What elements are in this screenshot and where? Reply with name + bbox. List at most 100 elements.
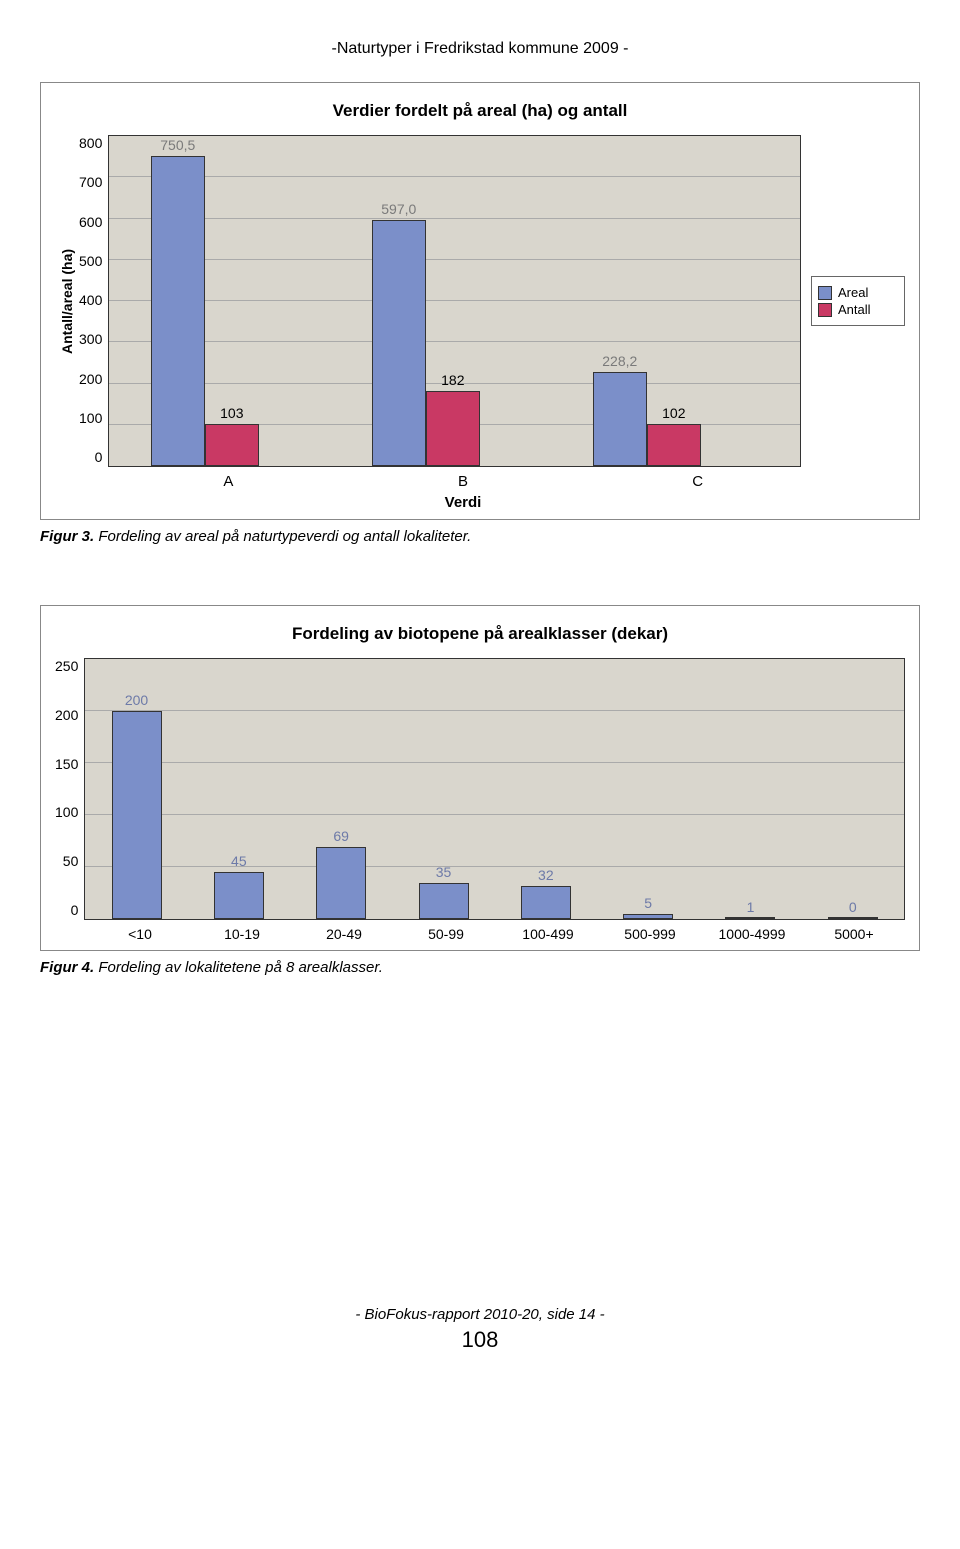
bar: 35: [419, 883, 469, 919]
bar-value-label: 597,0: [381, 201, 416, 217]
xtick: 10-19: [191, 926, 293, 942]
ytick: 50: [63, 853, 79, 869]
legend-label: Areal: [838, 285, 868, 300]
bar-value-label: 750,5: [160, 137, 195, 153]
fig-label: Figur 4.: [40, 959, 94, 976]
document-page: -Naturtyper i Fredrikstad kommune 2009 -…: [0, 0, 960, 1383]
xtick: 50-99: [395, 926, 497, 942]
ytick: 250: [55, 658, 78, 674]
figure4-caption: Figur 4. Fordeling av lokalitetene på 8 …: [40, 959, 920, 976]
doc-header: -Naturtyper i Fredrikstad kommune 2009 -: [40, 40, 920, 58]
ytick: 200: [55, 707, 78, 723]
chart2-xaxis: <1010-1920-4950-99100-499500-9991000-499…: [89, 926, 905, 942]
bar-value-label: 32: [538, 867, 554, 883]
chart2-plot: 200 45 69 35 32 5 1 0: [84, 658, 905, 920]
fig-text: Fordeling av lokalitetene på 8 arealklas…: [94, 959, 383, 976]
bar-slot: 32: [495, 886, 597, 919]
ytick: 100: [55, 804, 78, 820]
bar-value-label: 5: [644, 895, 652, 911]
bar-slot: 35: [392, 883, 494, 919]
chart1-xaxis-title: Verdi: [111, 494, 815, 511]
bar-group: 597,0182: [372, 220, 480, 466]
bar-value-label: 69: [333, 828, 349, 844]
ytick: 500: [79, 253, 102, 269]
bar-slot: 69: [290, 847, 392, 919]
bar: 103: [205, 424, 259, 466]
ytick: 0: [95, 449, 103, 465]
legend-swatch: [818, 303, 832, 317]
bar: 102: [647, 424, 701, 466]
xtick: 5000+: [803, 926, 905, 942]
ytick: 700: [79, 174, 102, 190]
gridline: [85, 762, 904, 763]
figure3-caption: Figur 3. Fordeling av areal på naturtype…: [40, 528, 920, 545]
bar-value-label: 0: [849, 899, 857, 915]
bar: 228,2: [593, 372, 647, 466]
xtick: 20-49: [293, 926, 395, 942]
bar: 0: [828, 917, 878, 919]
chart1-legend: Areal Antall: [811, 276, 905, 326]
bar-group: 228,2102: [593, 372, 701, 466]
bar-value-label: 103: [220, 405, 243, 421]
ytick: 100: [79, 410, 102, 426]
bar: 750,5: [151, 156, 205, 466]
bar-value-label: 1: [747, 899, 755, 915]
ytick: 200: [79, 371, 102, 387]
ytick: 400: [79, 292, 102, 308]
chart2-yticks: 250 200 150 100 50 0: [55, 658, 84, 918]
ytick: 0: [71, 902, 79, 918]
gridline: [85, 710, 904, 711]
fig-text: Fordeling av areal på naturtypeverdi og …: [94, 528, 471, 545]
bar-value-label: 182: [441, 372, 464, 388]
bar: 45: [214, 872, 264, 919]
ytick: 300: [79, 331, 102, 347]
bar: 69: [316, 847, 366, 919]
legend-item: Areal: [818, 285, 898, 300]
xtick: 500-999: [599, 926, 701, 942]
xtick: <10: [89, 926, 191, 942]
figure-3-frame: Verdier fordelt på areal (ha) og antall …: [40, 82, 920, 520]
bar-group: 750,5103: [151, 156, 259, 466]
legend-label: Antall: [838, 302, 871, 317]
ytick: 800: [79, 135, 102, 151]
bar: 5: [623, 914, 673, 919]
gridline: [85, 866, 904, 867]
bar-value-label: 45: [231, 853, 247, 869]
chart2-title: Fordeling av biotopene på arealklasser (…: [55, 624, 905, 644]
xtick: C: [580, 473, 815, 490]
bar: 32: [521, 886, 571, 919]
bar-slot: 45: [188, 872, 290, 919]
chart1-yticks: 800 700 600 500 400 300 200 100 0: [79, 135, 108, 465]
xtick: A: [111, 473, 346, 490]
gridline: [85, 814, 904, 815]
legend-item: Antall: [818, 302, 898, 317]
chart1-yaxis-title: Antall/areal (ha): [55, 135, 79, 467]
bar-slot: 1: [699, 917, 801, 919]
legend-swatch: [818, 286, 832, 300]
chart1-xaxis: ABC: [111, 473, 815, 490]
bar-slot: 200: [85, 711, 187, 919]
chart2: 250200150100500 20045693532510: [55, 658, 905, 920]
chart1: Antall/areal (ha) 800 700 600 500 400 300 200 1…: [55, 135, 905, 467]
bar: 182: [426, 391, 480, 466]
fig-label: Figur 3.: [40, 528, 94, 545]
ytick: 150: [55, 756, 78, 772]
bar-value-label: 200: [125, 692, 148, 708]
figure-4-frame: Fordeling av biotopene på arealklasser (…: [40, 605, 920, 951]
bar-slot: 0: [802, 917, 904, 919]
chart1-title: Verdier fordelt på areal (ha) og antall: [55, 101, 905, 121]
bar: 597,0: [372, 220, 426, 466]
ytick: 600: [79, 214, 102, 230]
bar-value-label: 228,2: [602, 353, 637, 369]
page-number: 108: [40, 1327, 920, 1353]
bar-slot: 5: [597, 914, 699, 919]
bar-value-label: 102: [662, 405, 685, 421]
xtick: 100-499: [497, 926, 599, 942]
bar: 1: [725, 917, 775, 919]
xtick: B: [346, 473, 581, 490]
xtick: 1000-4999: [701, 926, 803, 942]
bar: 200: [112, 711, 162, 919]
chart1-plot: 750,5103597,0182228,2102: [108, 135, 801, 467]
doc-footer: - BioFokus-rapport 2010-20, side 14 -: [40, 1306, 920, 1323]
bar-value-label: 35: [436, 864, 452, 880]
